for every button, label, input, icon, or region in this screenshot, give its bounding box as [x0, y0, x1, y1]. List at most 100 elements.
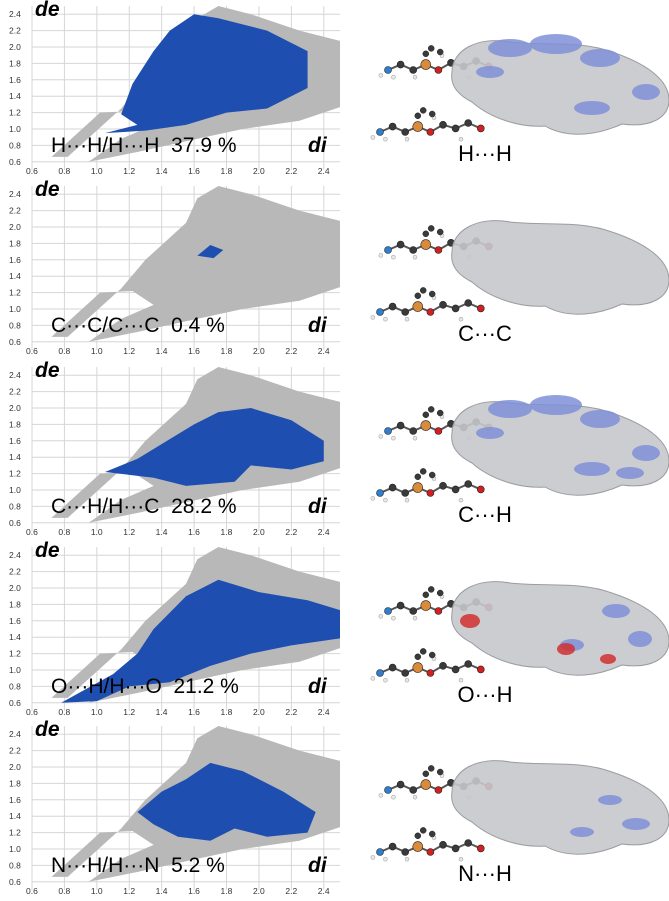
- y-tick-label: 2.0: [9, 222, 21, 232]
- surface-blue-patch: [476, 66, 504, 78]
- y-tick-label: 1.6: [9, 795, 21, 805]
- atom: [436, 768, 444, 776]
- copper-atom: [420, 59, 432, 70]
- atom: [384, 427, 392, 435]
- atom: [477, 665, 485, 674]
- x-tick-label: 0.6: [26, 527, 38, 537]
- atom: [436, 409, 444, 417]
- atom: [422, 770, 430, 778]
- atom: [384, 246, 392, 254]
- de-axis-label: de: [35, 359, 60, 382]
- hydrogen-atom: [458, 316, 464, 322]
- atom: [422, 50, 430, 58]
- di-axis-label: di: [308, 495, 327, 518]
- atom: [427, 765, 435, 772]
- y-tick-label: 0.6: [9, 877, 21, 887]
- atom: [419, 287, 427, 294]
- atom: [388, 663, 397, 672]
- atom: [409, 607, 418, 615]
- x-tick-label: 1.4: [156, 346, 168, 356]
- atom: [409, 427, 418, 435]
- contact-percentage-label: C···C/C···C 0.4 %: [51, 314, 225, 337]
- atom: [388, 122, 397, 131]
- y-tick-label: 1.0: [9, 485, 21, 495]
- y-tick-label: 0.6: [9, 698, 21, 708]
- x-tick-label: 2.0: [253, 527, 265, 537]
- atom: [427, 45, 435, 52]
- y-tick-label: 2.0: [9, 583, 21, 593]
- y-tick-label: 1.4: [9, 632, 21, 642]
- x-tick-label: 1.6: [188, 166, 200, 176]
- atom: [414, 112, 422, 120]
- atom: [428, 110, 436, 118]
- atom: [401, 128, 410, 136]
- hydrogen-atom: [378, 253, 384, 258]
- hirshfeld-surface-view: N···H: [360, 720, 669, 896]
- atom: [427, 586, 435, 593]
- y-tick-label: 1.0: [9, 665, 21, 675]
- x-tick-label: 1.0: [91, 886, 103, 896]
- x-tick-label: 0.6: [26, 346, 38, 356]
- y-tick-label: 2.2: [9, 387, 21, 397]
- atom: [376, 669, 384, 677]
- x-tick-label: 1.6: [188, 886, 200, 896]
- y-tick-label: 1.6: [9, 255, 21, 265]
- hydrogen-atom: [383, 316, 388, 322]
- atom: [396, 421, 405, 430]
- copper-atom: [420, 600, 432, 611]
- x-tick-label: 1.6: [188, 707, 200, 717]
- atom: [434, 427, 443, 435]
- hirshfeld-surface-view: C···C: [360, 180, 669, 356]
- hydrogen-atom: [404, 497, 410, 503]
- atom: [414, 473, 422, 481]
- atom: [384, 786, 392, 794]
- atom: [419, 648, 427, 655]
- atom: [414, 653, 422, 661]
- contact-caption: C···H: [458, 502, 512, 527]
- atom: [436, 48, 444, 56]
- atom: [401, 848, 410, 856]
- panel-row-hh: 2.4 2.2 2.0 1.8 1.6 1.4 1.2 1.0 0.8 0.6 0.6 0.8 1.0 1…: [0, 0, 669, 176]
- x-tick-label: 1.0: [91, 527, 103, 537]
- atom: [426, 669, 435, 677]
- y-tick-label: 1.8: [9, 58, 21, 68]
- atom: [414, 292, 422, 300]
- atom: [422, 230, 430, 238]
- y-tick-label: 2.2: [9, 26, 21, 36]
- hydrogen-atom: [404, 316, 410, 322]
- y-tick-label: 1.8: [9, 599, 21, 609]
- surface-blue-patch: [622, 818, 650, 830]
- atom: [419, 468, 427, 475]
- x-tick-label: 2.2: [285, 166, 297, 176]
- di-axis-label: di: [308, 314, 327, 337]
- y-tick-label: 1.6: [9, 75, 21, 85]
- y-tick-label: 1.6: [9, 616, 21, 626]
- x-tick-label: 1.8: [221, 166, 233, 176]
- x-tick-label: 1.8: [221, 527, 233, 537]
- y-tick-label: 1.2: [9, 649, 21, 659]
- surface-red-patch: [460, 614, 480, 628]
- y-tick-label: 0.8: [9, 681, 21, 691]
- atom: [439, 841, 447, 849]
- atom: [451, 844, 460, 853]
- x-tick-label: 0.8: [58, 707, 70, 717]
- atom: [464, 480, 472, 488]
- atom: [451, 665, 460, 674]
- atom: [396, 240, 405, 249]
- x-tick-label: 0.8: [58, 886, 70, 896]
- atom: [436, 589, 444, 597]
- y-tick-label: 1.2: [9, 828, 21, 838]
- x-tick-label: 2.0: [253, 346, 265, 356]
- x-tick-label: 0.6: [26, 166, 38, 176]
- surface-red-patch: [600, 654, 616, 664]
- x-tick-label: 2.4: [318, 166, 330, 176]
- atom: [396, 780, 405, 789]
- fingerprint-plot: 2.4 2.2 2.0 1.8 1.6 1.4 1.2 1.0 0.8 0.6 0.6 0.8 1.0 1…: [8, 0, 340, 176]
- hirshfeld-surface: [451, 220, 669, 315]
- y-tick-label: 1.0: [9, 844, 21, 854]
- hydrogen-atom: [378, 434, 384, 439]
- surface-blue-patch: [632, 445, 660, 461]
- hydrogen-atom: [370, 135, 376, 140]
- hydrogen-atom: [391, 794, 396, 800]
- y-tick-label: 1.4: [9, 271, 21, 281]
